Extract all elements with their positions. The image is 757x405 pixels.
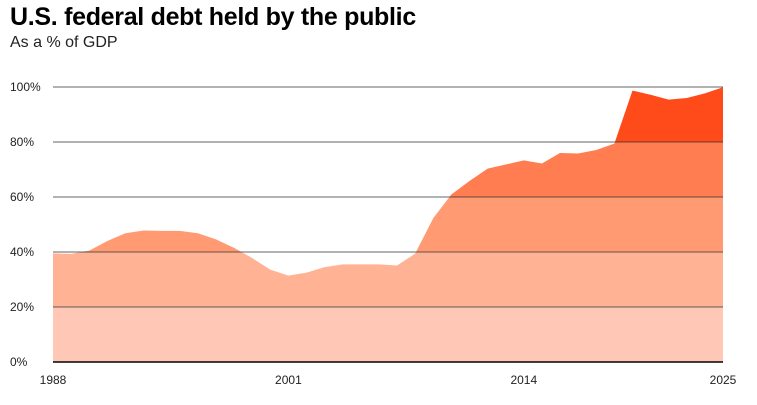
y-tick-label: 0% xyxy=(10,355,28,369)
area-band-60-80 xyxy=(53,142,723,197)
y-tick-label: 80% xyxy=(10,135,34,149)
area-band-20-40 xyxy=(53,252,723,307)
y-tick-label: 40% xyxy=(10,245,34,259)
area-band-0-20 xyxy=(53,307,723,362)
area-color-bands xyxy=(53,87,723,362)
x-tick-label: 2025 xyxy=(710,373,737,387)
area-band-80-100 xyxy=(53,87,723,142)
area-band-40-60 xyxy=(53,197,723,252)
x-axis-ticks: 1988 2001 2014 2025 xyxy=(40,373,737,387)
chart-subtitle: As a % of GDP xyxy=(10,34,118,51)
gridlines xyxy=(53,86,723,363)
x-tick-label: 2001 xyxy=(275,373,302,387)
x-tick-label: 2014 xyxy=(510,373,537,387)
y-tick-label: 60% xyxy=(10,190,34,204)
x-tick-label: 1988 xyxy=(40,373,67,387)
y-tick-label: 20% xyxy=(10,300,34,314)
y-axis-ticks: 0% 20% 40% 60% 80% 100% xyxy=(10,80,41,369)
chart-title: U.S. federal debt held by the public xyxy=(10,3,416,31)
y-tick-label: 100% xyxy=(10,80,41,94)
